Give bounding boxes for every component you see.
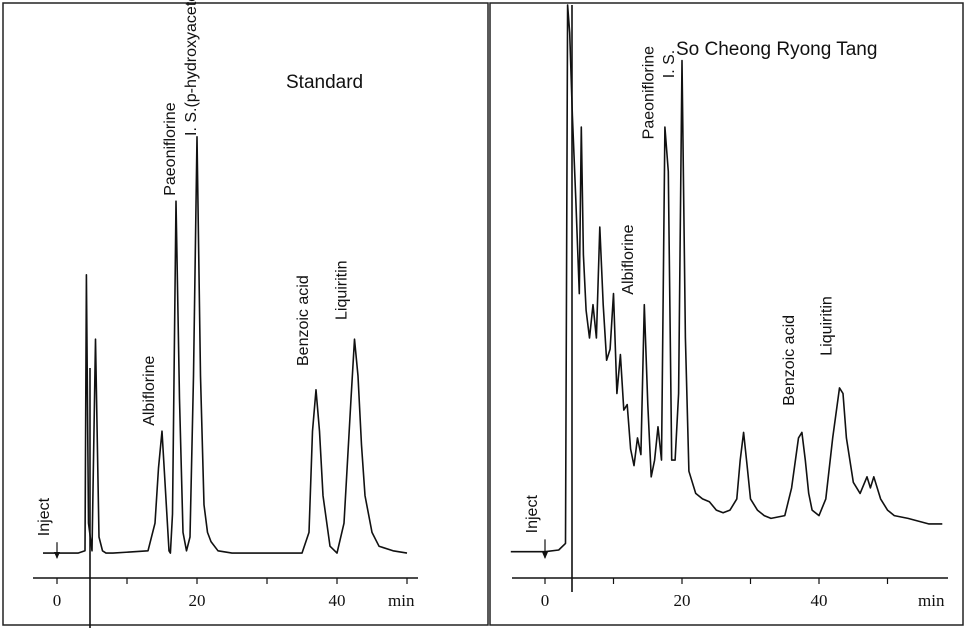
peak-label: Inject (524, 495, 541, 534)
peak-label: Inject (36, 497, 53, 536)
x-tick-label: 20 (189, 591, 206, 610)
x-tick-label: 0 (541, 591, 550, 610)
x-tick-label: 40 (329, 591, 346, 610)
chromatogram-trace (43, 136, 408, 554)
peak-label: Liquiritin (334, 260, 351, 320)
x-axis-unit-label: min (918, 591, 945, 610)
peak-label: I. S. (661, 50, 678, 78)
x-tick-label: 0 (53, 591, 62, 610)
x-tick-label: 40 (811, 591, 828, 610)
sample-chromatogram-panel: So Cheong Ryong Tang 0 20 40 min Inject Albif… (510, 4, 948, 610)
peak-label: Liquiritin (819, 296, 836, 356)
peak-label: Albiflorine (620, 224, 637, 294)
right-panel-frame (489, 2, 964, 626)
peak-label: Paeoniflorine (640, 46, 657, 140)
chromatogram-trace (510, 4, 943, 553)
x-axis-unit-label: min (388, 591, 415, 610)
left-panel-frame (2, 2, 489, 626)
inject-arrowhead (542, 552, 548, 559)
peak-label: Benzoic acid (295, 275, 312, 366)
standard-chromatogram-panel: Standard 0 20 40 min Inject Albiflorine Paeoni… (33, 0, 418, 628)
panel-title: Standard (286, 72, 363, 93)
peak-label: Paeoniflorine (162, 102, 179, 196)
panel-title: So Cheong Ryong Tang (676, 39, 877, 60)
inject-arrowhead (54, 552, 60, 559)
peak-label: Benzoic acid (781, 315, 798, 406)
peak-label: I. S.(p-hydroxyacetophenone) (183, 0, 200, 136)
peak-label: Albiflorine (141, 355, 158, 425)
x-tick-label: 20 (674, 591, 691, 610)
